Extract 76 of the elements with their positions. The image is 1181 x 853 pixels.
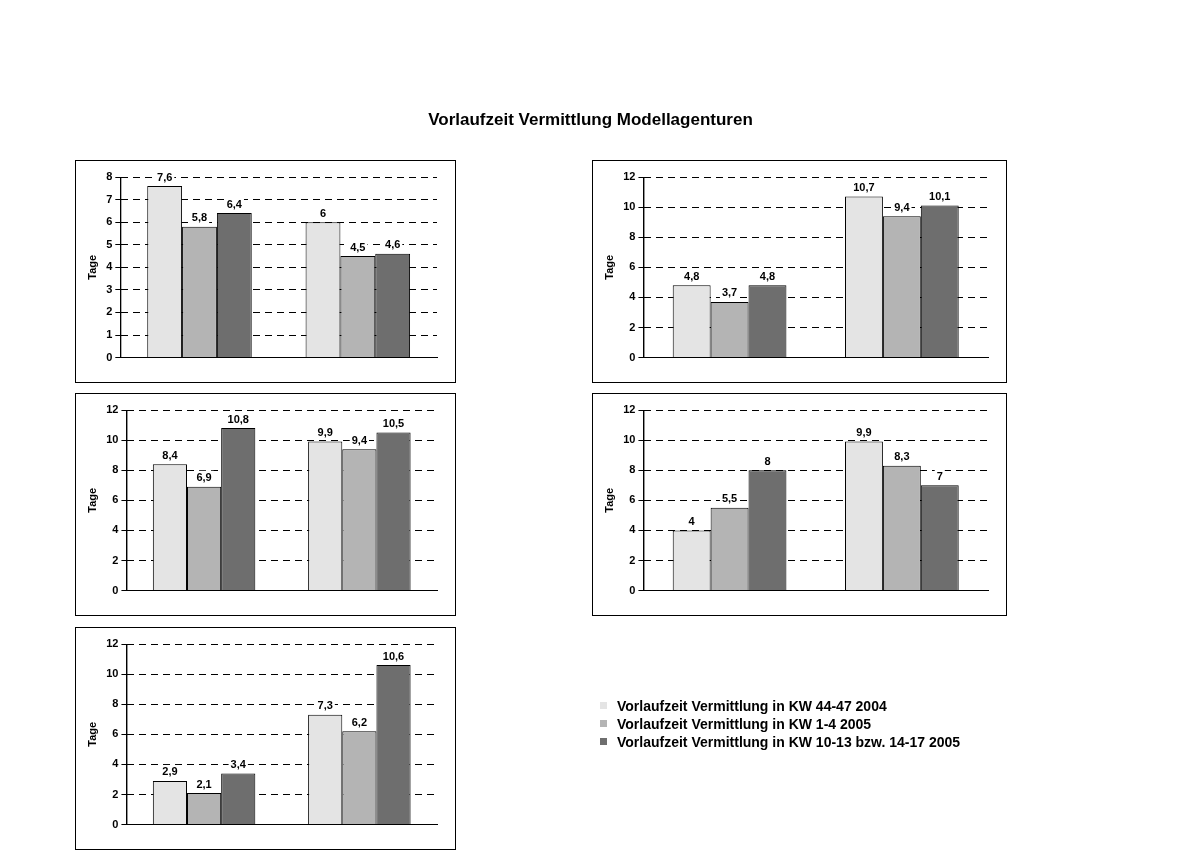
data-label: 7,3: [317, 699, 333, 712]
y-tick-label: 12: [106, 403, 119, 416]
data-label: 4: [688, 514, 696, 527]
y-tick-label: 6: [112, 493, 119, 506]
y-tick-label: 8: [629, 230, 636, 243]
data-label: 10,8: [227, 412, 249, 425]
y-tick-label: 4: [106, 260, 114, 273]
y-tick-label: 0: [629, 583, 636, 596]
y-tick-label: 0: [112, 583, 119, 596]
y-tick-label: 2: [106, 305, 113, 318]
data-label: 5,5: [721, 492, 738, 505]
data-label: 9,4: [894, 200, 911, 213]
y-tick-label: 10: [106, 433, 119, 446]
y-tick-label: 6: [106, 215, 113, 228]
legend-label: Vorlaufzeit Vermittlung in KW 44-47 2004: [617, 697, 887, 715]
y-axis-title: Tage: [85, 254, 98, 280]
legend-label: Vorlaufzeit Vermittlung in KW 10-13 bzw. 14-17 2005: [617, 733, 961, 751]
y-tick-label: 6: [629, 260, 636, 273]
data-label: 4,5: [350, 240, 366, 253]
y-tick-label: 10: [623, 433, 636, 446]
y-tick-label: 2: [112, 787, 119, 800]
data-label: 8: [764, 454, 771, 467]
y-axis-title: Tage: [602, 254, 615, 280]
y-tick-label: 2: [112, 553, 119, 566]
data-label: 2,1: [196, 777, 212, 790]
data-label: 9,4: [351, 433, 368, 446]
data-label: 4,8: [759, 269, 776, 282]
data-label: 10,7: [853, 181, 875, 194]
y-tick-label: 5: [106, 237, 113, 250]
data-label: 8,3: [894, 450, 910, 463]
y-tick-label: 0: [112, 817, 119, 830]
data-label: 10,6: [382, 649, 405, 662]
y-tick-label: 2: [629, 320, 636, 333]
y-tick-label: 4: [112, 523, 120, 536]
y-tick-label: 4: [629, 523, 637, 536]
y-tick-label: 8: [112, 463, 119, 476]
text: Vorlaufzeit Vermittlung Modellagenturen: [427, 110, 754, 130]
data-label: 6: [319, 206, 327, 219]
y-tick-label: 1: [106, 328, 113, 341]
y-tick-label: 8: [629, 463, 636, 476]
data-label: 6,4: [226, 197, 243, 210]
legend-label: Vorlaufzeit Vermittlung in KW 1-4 2005: [617, 715, 872, 733]
data-label: 7: [936, 469, 943, 482]
data-label: 8,4: [162, 448, 179, 461]
data-label: 10,5: [382, 417, 405, 430]
y-axis-title: Tage: [85, 487, 98, 513]
y-tick-label: 12: [106, 637, 119, 650]
y-tick-label: 10: [106, 667, 119, 680]
data-label: 4,6: [385, 238, 401, 251]
y-tick-label: 4: [112, 757, 120, 770]
y-tick-label: 12: [623, 403, 636, 416]
y-tick-label: 6: [629, 493, 636, 506]
y-tick-label: 10: [623, 200, 636, 213]
y-axis-title: Tage: [85, 721, 98, 747]
data-label: 6,2: [351, 715, 368, 728]
data-label: 5,8: [191, 211, 208, 224]
y-tick-label: 8: [106, 170, 113, 183]
data-label: 4,8: [684, 269, 700, 282]
y-tick-label: 0: [629, 350, 636, 363]
data-label: 7,6: [157, 170, 173, 183]
data-label: 10,1: [929, 190, 951, 203]
y-tick-label: 6: [112, 727, 119, 740]
data-label: 9,9: [317, 426, 333, 439]
data-label: 9,9: [856, 426, 872, 439]
y-tick-label: 2: [629, 553, 636, 566]
data-label: 3,7: [721, 286, 738, 299]
y-tick-label: 12: [623, 170, 636, 183]
y-tick-label: 0: [106, 350, 113, 363]
data-label: 3,4: [230, 757, 247, 770]
y-tick-label: 7: [106, 192, 113, 205]
y-tick-label: 3: [106, 282, 113, 295]
y-axis-title: Tage: [602, 487, 615, 513]
data-label: 2,9: [162, 765, 178, 778]
y-tick-label: 4: [629, 290, 637, 303]
data-label: 6,9: [196, 471, 212, 484]
y-tick-label: 8: [112, 697, 119, 710]
